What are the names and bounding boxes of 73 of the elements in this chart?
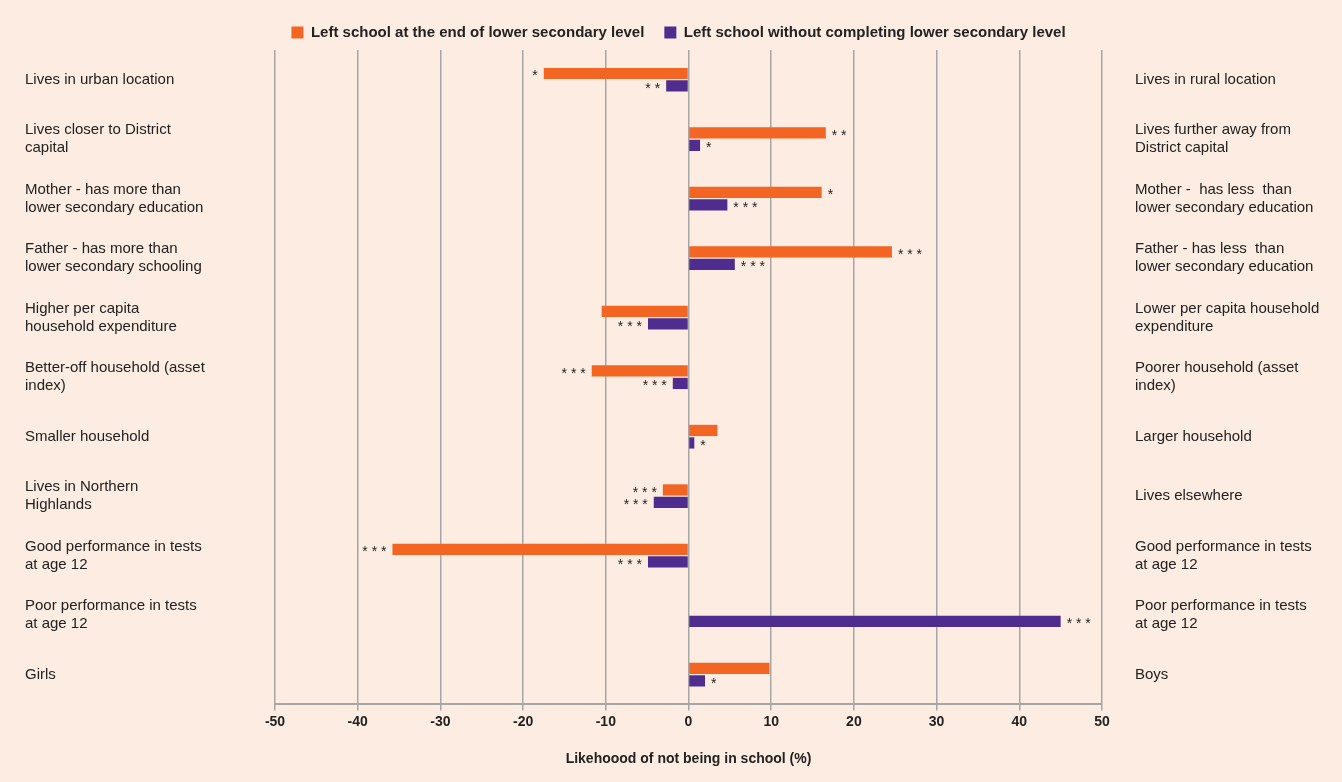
- bar: [689, 258, 735, 271]
- x-tick-label: -40: [347, 712, 369, 729]
- data-label: * * *: [642, 377, 668, 394]
- bar: [689, 186, 822, 199]
- y2-tick-label: Larger household: [1135, 426, 1252, 444]
- data-label: * *: [645, 79, 661, 96]
- data-label: * * *: [897, 245, 923, 262]
- data-label: *: [532, 67, 539, 84]
- legend-label: Left school without completing lower secondary level: [683, 22, 1066, 40]
- y-tick-label: Mother - has more than lower secondary education: [25, 179, 204, 215]
- data-label: * * *: [740, 258, 766, 275]
- y2-tick-label: Boys: [1135, 664, 1169, 682]
- bar: [647, 556, 688, 568]
- y-tick-label: Father - has more than lower secondary schooling: [25, 239, 202, 275]
- x-tick-label: 10: [763, 712, 780, 729]
- y-tick-label: Girls: [25, 664, 56, 682]
- data-label: * *: [831, 126, 848, 143]
- bar: [689, 615, 1061, 628]
- y2-tick-label: Lives in rural location: [1135, 69, 1276, 87]
- y2-tick-label: Lower per capita household expenditure: [1135, 298, 1320, 334]
- bar: [689, 246, 892, 258]
- bar: [392, 543, 688, 556]
- y2-tick-label: Lives elsewhere: [1135, 486, 1243, 504]
- data-label: * * *: [561, 364, 587, 381]
- x-tick-label: -30: [430, 712, 451, 729]
- y2-tick-label: Lives further away from District capital: [1135, 120, 1291, 156]
- data-label: * * *: [617, 555, 643, 572]
- y-tick-label: Smaller household: [25, 426, 150, 444]
- y-tick-label: Poor performance in tests at age 12: [25, 596, 197, 632]
- y-tick-label: Lives in urban location: [25, 69, 175, 87]
- bar: [653, 496, 688, 509]
- y2-tick-label: Poorer household (asset index): [1135, 358, 1300, 394]
- bar: [689, 127, 826, 139]
- y-tick-label: Lives in Northern Highlands: [25, 477, 139, 513]
- x-tick-label: -50: [264, 712, 286, 729]
- x-tick-label: 40: [1011, 712, 1028, 729]
- bar: [689, 199, 728, 211]
- x-tick-label: -20: [512, 712, 534, 729]
- x-tick-label: 0: [684, 712, 693, 729]
- bar: [601, 305, 688, 318]
- x-tick-label: 20: [846, 712, 862, 729]
- y2-tick-label: Mother - has less than lower secondary education: [1135, 179, 1314, 215]
- bar: [672, 377, 688, 390]
- bar: [591, 365, 688, 377]
- x-axis-title: Likehoood of not being in school (%): [565, 750, 812, 767]
- data-label: * * *: [362, 543, 387, 560]
- y-tick-label: Higher per capita household expenditure: [25, 298, 177, 334]
- bar: [689, 437, 695, 449]
- bar: [662, 484, 688, 496]
- y2-tick-label: Good performance in tests at age 12: [1135, 536, 1312, 572]
- data-label: * * *: [617, 317, 643, 334]
- x-tick-label: -10: [595, 712, 617, 729]
- bar: [689, 139, 701, 152]
- data-label: * * *: [1066, 615, 1092, 632]
- data-label: *: [700, 436, 707, 453]
- data-label: *: [711, 674, 718, 691]
- y-tick-label: Better-off household (asset index): [25, 358, 206, 394]
- bar: [689, 675, 706, 687]
- x-tick-label: 30: [928, 712, 945, 729]
- y2-tick-label: Poor performance in tests at age 12: [1135, 596, 1307, 632]
- bar: [689, 662, 770, 675]
- x-tick-label: 50: [1094, 712, 1110, 729]
- legend-label: Left school at the end of lower secondary level: [310, 22, 645, 40]
- y-tick-label: Good performance in tests at age 12: [25, 536, 202, 572]
- data-label: * * *: [733, 198, 759, 215]
- y-tick-label: Lives closer to District capital: [25, 120, 172, 156]
- data-label: *: [827, 186, 834, 203]
- bar: [543, 67, 688, 80]
- bar: [666, 80, 688, 92]
- y2-tick-label: Father - has less than lower secondary education: [1135, 239, 1314, 275]
- data-label: *: [706, 139, 713, 156]
- bar: [689, 424, 718, 437]
- bar: [647, 318, 688, 330]
